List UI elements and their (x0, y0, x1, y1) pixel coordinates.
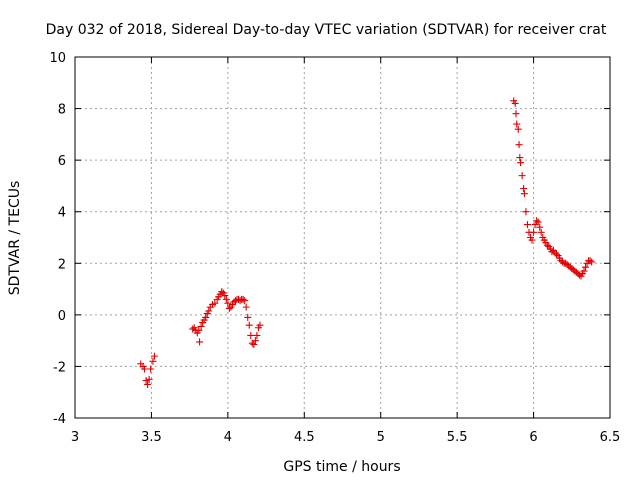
x-tick-label: 4 (224, 430, 232, 445)
data-point (536, 223, 544, 231)
data-point (218, 288, 226, 296)
data-point (145, 375, 153, 383)
data-point (553, 250, 560, 258)
data-point (225, 304, 233, 312)
data-point (523, 221, 531, 229)
y-axis-title: SDTVAR / TECUs (7, 181, 23, 296)
data-point (548, 248, 556, 256)
y-tick-label: -2 (53, 360, 66, 375)
data-point (256, 321, 264, 329)
data-point (205, 307, 213, 315)
data-points (137, 97, 596, 388)
data-point (543, 241, 551, 249)
data-point (582, 263, 590, 271)
data-point (522, 208, 530, 216)
data-point (144, 380, 152, 388)
data-point (150, 352, 158, 360)
data-point (515, 141, 523, 149)
axis-ticks (74, 56, 611, 419)
data-point (534, 218, 542, 226)
data-point (514, 125, 522, 133)
data-point (141, 365, 149, 373)
data-point (195, 326, 203, 334)
x-axis-title: GPS time / hours (283, 459, 400, 475)
data-point (520, 190, 528, 198)
data-point (516, 154, 524, 162)
data-point (520, 185, 528, 193)
data-point (241, 297, 249, 305)
data-point (559, 258, 567, 266)
data-point (518, 172, 526, 180)
data-point (142, 377, 150, 385)
y-tick-label: -4 (53, 412, 66, 427)
x-tick-label: 3.5 (141, 430, 162, 445)
data-point (251, 337, 259, 345)
y-tick-label: 0 (58, 309, 66, 324)
data-point (197, 322, 205, 330)
data-point (533, 217, 541, 225)
data-point (149, 357, 157, 365)
data-point (580, 267, 588, 275)
data-point (245, 321, 253, 329)
chart-title: Day 032 of 2018, Sidereal Day-to-day VTE… (46, 22, 607, 38)
y-tick-labels: -4 -2 0 2 4 6 8 10 (49, 51, 66, 427)
data-point (250, 341, 258, 349)
data-point (242, 303, 250, 311)
x-tick-label: 6 (529, 430, 537, 445)
data-point (147, 365, 155, 373)
data-point (247, 331, 255, 339)
data-point (202, 313, 210, 321)
x-tick-label: 4.5 (294, 430, 315, 445)
data-point (537, 228, 545, 236)
y-tick-label: 8 (58, 103, 66, 118)
x-tick-label: 5 (377, 430, 385, 445)
data-point (513, 120, 521, 128)
data-point (189, 325, 197, 333)
x-tick-label: 6.5 (600, 430, 621, 445)
plot-frame (74, 56, 611, 419)
x-tick-label: 3 (71, 430, 79, 445)
data-point (222, 295, 230, 303)
data-point (530, 228, 538, 236)
y-tick-label: 4 (58, 206, 66, 221)
data-point (517, 159, 525, 167)
data-point (512, 110, 520, 118)
data-point (253, 331, 261, 339)
y-tick-label: 10 (49, 51, 66, 66)
data-point (196, 338, 204, 346)
data-point (511, 99, 519, 107)
data-point (586, 257, 594, 265)
x-tick-labels: 3 3.5 4 4.5 5 5.5 6 6.5 (71, 430, 620, 445)
data-point (528, 236, 536, 244)
data-point (588, 258, 596, 266)
y-tick-label: 6 (58, 154, 66, 169)
data-point (244, 313, 252, 321)
data-point (211, 299, 219, 307)
data-point (221, 292, 229, 300)
data-point (239, 295, 247, 303)
data-point (224, 299, 232, 307)
x-tick-label: 5.5 (447, 430, 468, 445)
y-tick-label: 2 (58, 257, 66, 272)
data-point (575, 271, 583, 279)
